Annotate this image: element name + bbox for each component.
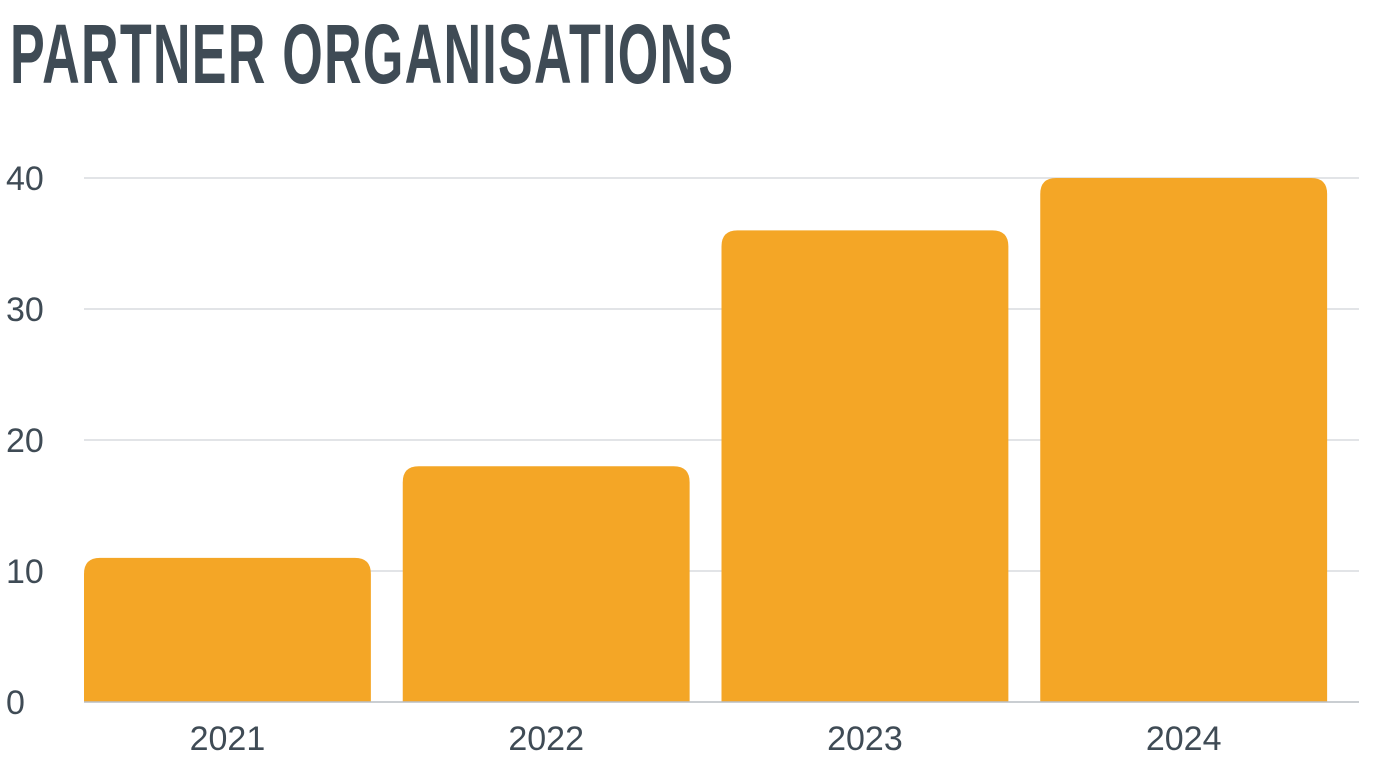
y-tick-label: 20 [6,422,44,460]
bar-2024 [1040,178,1328,702]
bar-2022 [402,466,690,702]
bar-2021 [84,557,371,702]
y-tick-labels: 0 10 20 30 40 [6,160,44,722]
bars [84,178,1328,702]
y-tick-label: 0 [6,684,25,722]
x-tick-label: 2022 [508,720,584,758]
y-tick-label: 40 [6,160,44,198]
y-tick-label: 10 [6,553,44,591]
bar-2023 [721,230,1009,702]
chart-title: PARTNER ORGANISATIONS [10,7,735,101]
y-tick-label: 30 [6,291,44,329]
x-tick-labels: 2021 2022 2023 2024 [190,720,1222,758]
x-tick-label: 2024 [1146,720,1222,758]
x-tick-label: 2023 [827,720,903,758]
x-tick-label: 2021 [190,720,266,758]
